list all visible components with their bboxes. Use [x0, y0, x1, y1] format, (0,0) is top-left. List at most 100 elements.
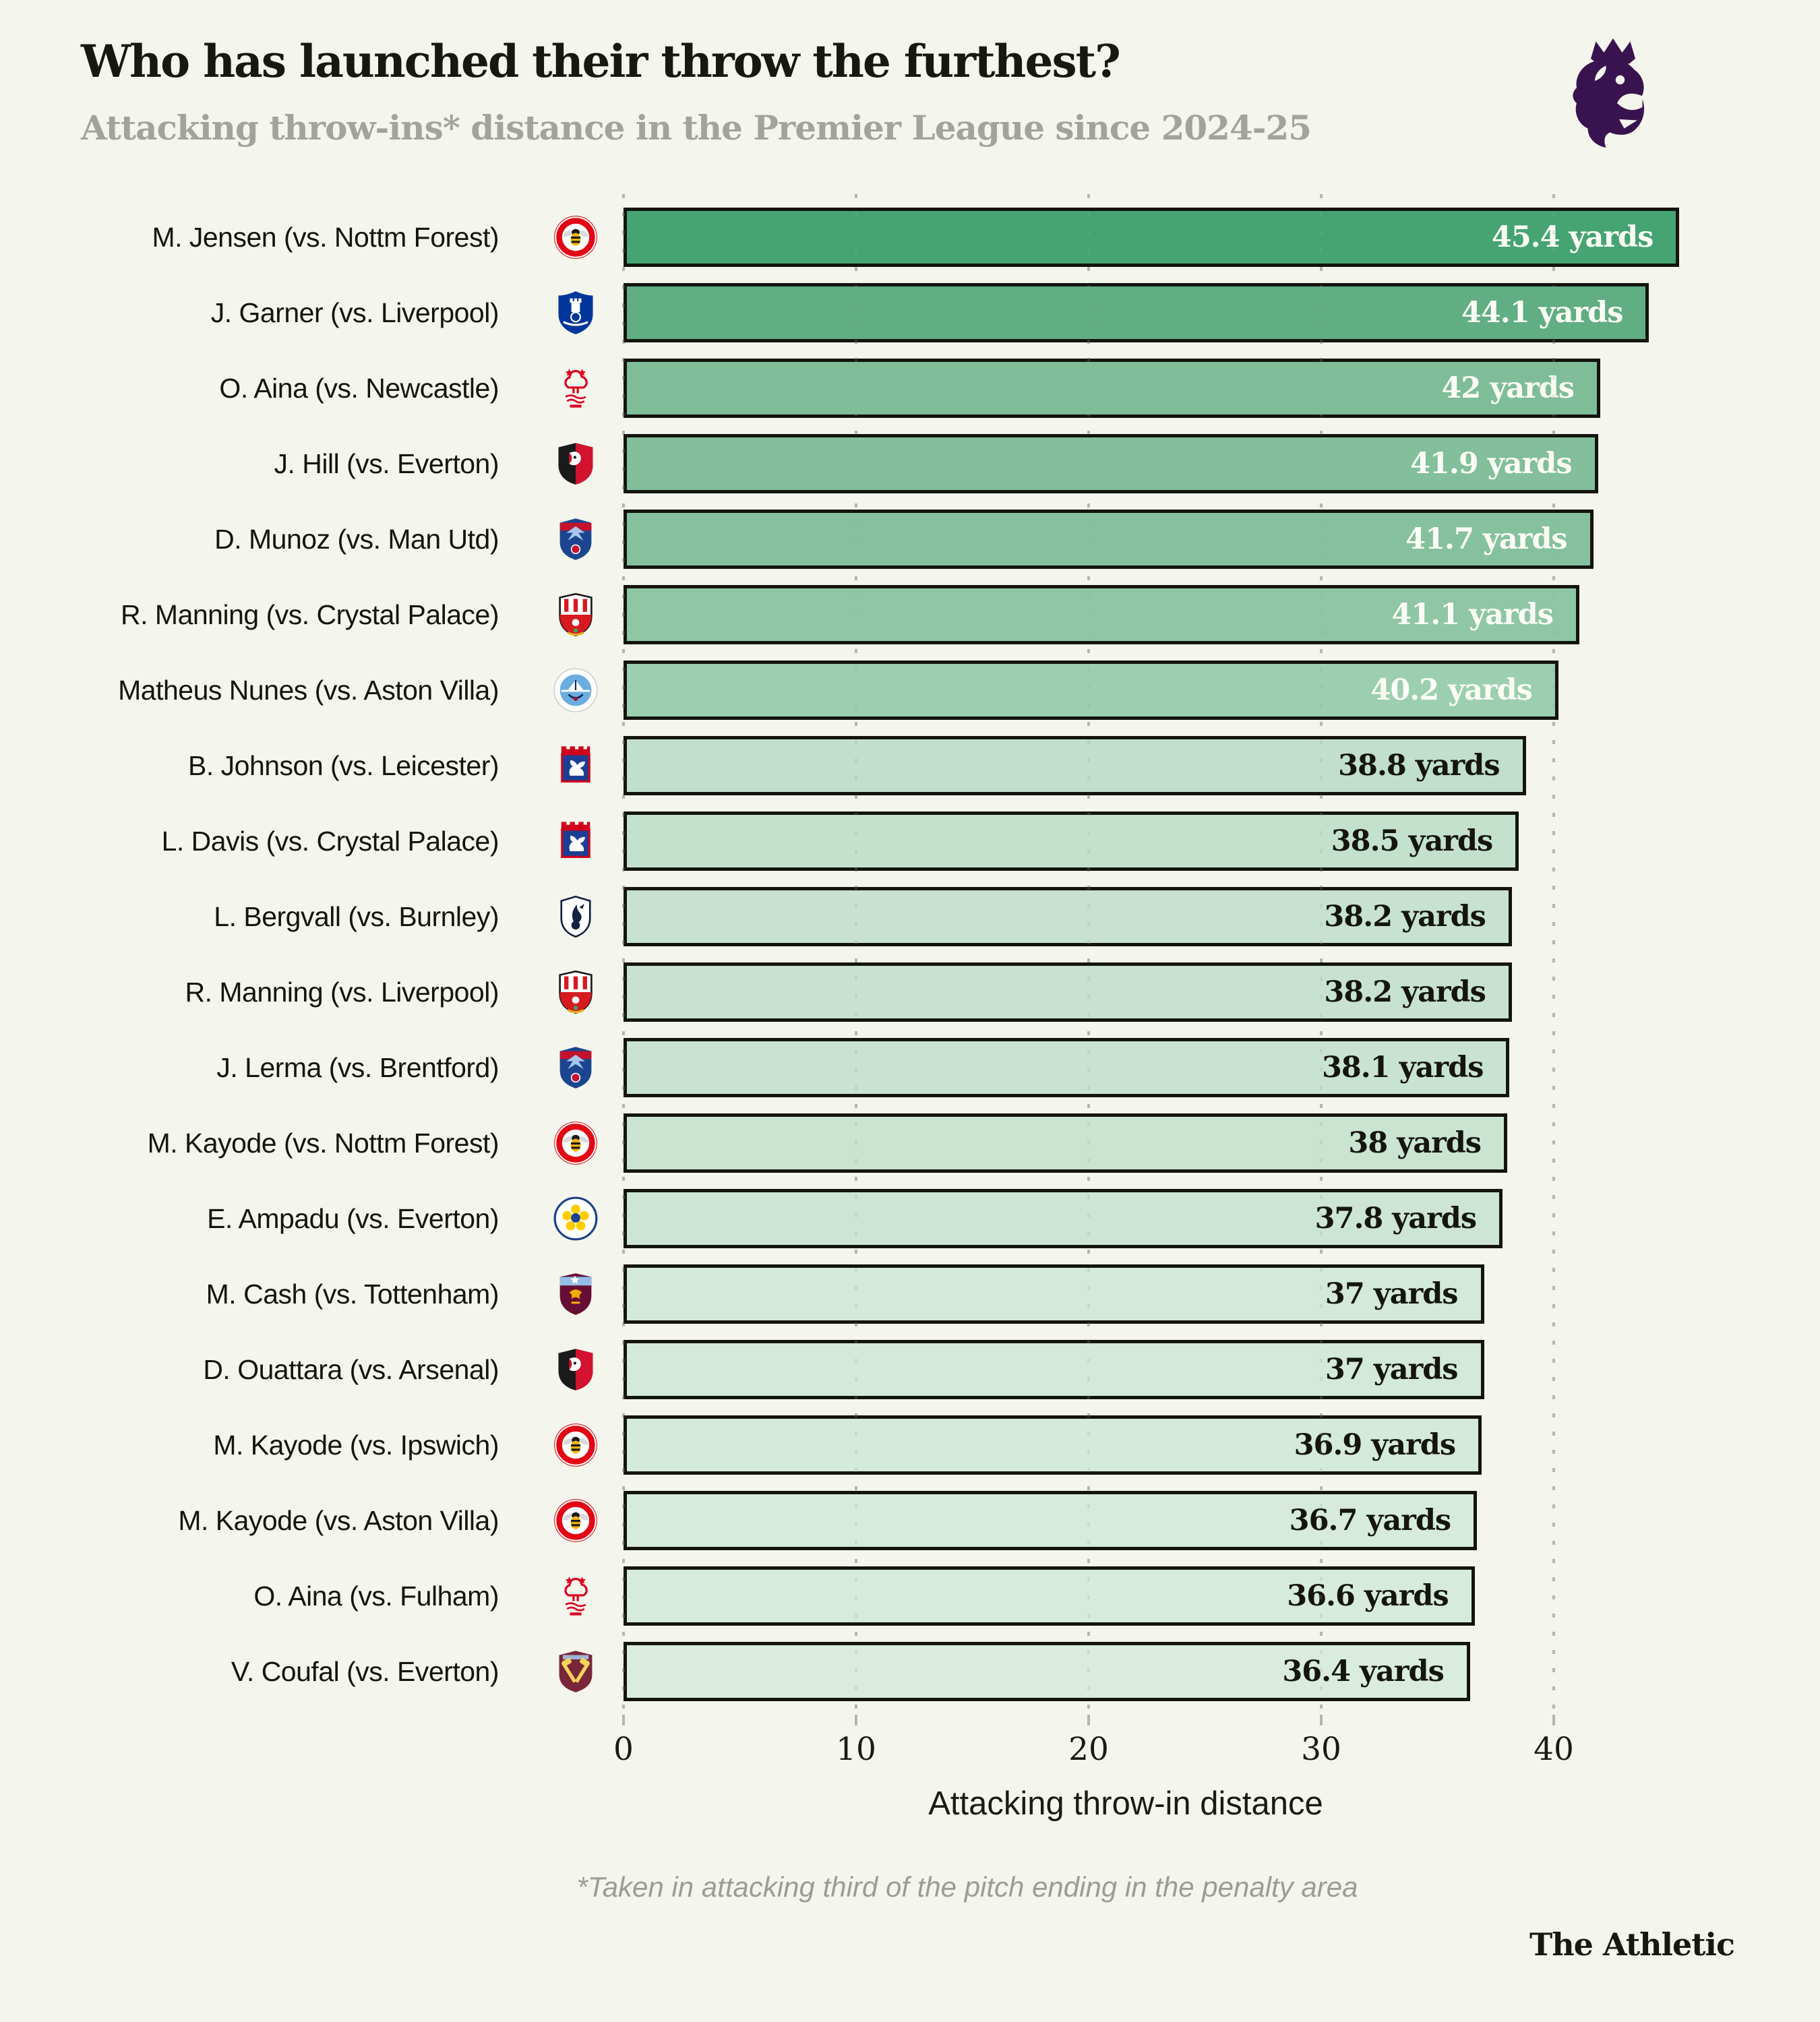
bar-value-label: 38 yards — [1348, 1126, 1482, 1160]
bar-track: 36.6 yards — [624, 1566, 1793, 1626]
bar-row: B. Johnson (vs. Leicester) 38.8 yards — [0, 728, 1820, 803]
bar-row: O. Aina (vs. Fulham) 36.6 yards — [0, 1558, 1820, 1634]
bar-value-label: 42 yards — [1441, 371, 1575, 405]
player-label: V. Coufal (vs. Everton) — [231, 1656, 499, 1687]
bar-track: 36.4 yards — [624, 1642, 1793, 1701]
bar-value-label: 36.6 yards — [1287, 1579, 1449, 1613]
bar: 36.4 yards — [624, 1642, 1470, 1701]
bar-value-label: 38.5 yards — [1331, 824, 1493, 858]
premier-league-lion-icon — [1563, 32, 1664, 157]
player-label: M. Jensen (vs. Nottm Forest) — [152, 222, 499, 253]
brentford-badge-icon — [538, 1407, 613, 1483]
bar-value-label: 45.4 yards — [1491, 220, 1654, 254]
player-label: D. Munoz (vs. Man Utd) — [214, 524, 499, 555]
bar-track: 37.8 yards — [624, 1189, 1793, 1248]
bar-chart-rows: M. Jensen (vs. Nottm Forest) 45.4 yards … — [0, 200, 1820, 1709]
crystal-palace-badge-icon — [538, 1030, 613, 1105]
bar: 37 yards — [624, 1264, 1484, 1324]
bar-track: 38.5 yards — [624, 811, 1793, 871]
ipswich-badge-icon — [538, 803, 613, 879]
bar-row: R. Manning (vs. Crystal Palace) 41.1 yar… — [0, 577, 1820, 652]
player-label: Matheus Nunes (vs. Aston Villa) — [118, 675, 499, 706]
man-city-badge-icon — [538, 652, 613, 728]
tick-mark-40 — [1552, 1715, 1555, 1725]
tick-mark-0 — [622, 1715, 625, 1725]
bar: 37.8 yards — [624, 1189, 1503, 1248]
bar-row: Matheus Nunes (vs. Aston Villa) 40.2 yar… — [0, 652, 1820, 728]
player-label: M. Kayode (vs. Ipswich) — [213, 1430, 499, 1461]
bar-value-label: 38.1 yards — [1321, 1051, 1484, 1084]
bar-value-label: 38.2 yards — [1324, 975, 1486, 1009]
bar: 38.5 yards — [624, 811, 1519, 871]
tick-label-10: 10 — [836, 1731, 876, 1768]
tick-label-0: 0 — [613, 1731, 634, 1768]
player-label: M. Kayode (vs. Aston Villa) — [178, 1505, 499, 1536]
player-label: M. Kayode (vs. Nottm Forest) — [147, 1128, 499, 1159]
bar-track: 38.8 yards — [624, 736, 1793, 795]
bar-track: 44.1 yards — [624, 283, 1793, 342]
bar-value-label: 40.2 yards — [1370, 673, 1532, 707]
bar-row: J. Garner (vs. Liverpool) 44.1 yards — [0, 275, 1820, 350]
player-label: R. Manning (vs. Liverpool) — [185, 977, 499, 1008]
brentford-badge-icon — [538, 200, 613, 275]
player-label: O. Aina (vs. Newcastle) — [219, 373, 499, 404]
bar: 38.8 yards — [624, 736, 1526, 795]
bar: 38 yards — [624, 1113, 1507, 1173]
bar-row: M. Cash (vs. Tottenham) 37 yards — [0, 1256, 1820, 1332]
bar-track: 38.2 yards — [624, 887, 1793, 946]
west-ham-badge-icon — [538, 1634, 613, 1709]
footnote: *Taken in attacking third of the pitch e… — [576, 1871, 1358, 1903]
bar-track: 45.4 yards — [624, 208, 1793, 267]
bar-value-label: 38.2 yards — [1324, 900, 1486, 933]
bar-value-label: 36.4 yards — [1282, 1655, 1444, 1688]
bar-row: E. Ampadu (vs. Everton) 37.8 yards — [0, 1181, 1820, 1256]
bar: 40.2 yards — [624, 661, 1558, 720]
bar-row: J. Hill (vs. Everton) 41.9 yards — [0, 426, 1820, 501]
bar-value-label: 44.1 yards — [1461, 296, 1623, 330]
tick-label-40: 40 — [1534, 1731, 1574, 1768]
bar-row: M. Kayode (vs. Nottm Forest) 38 yards — [0, 1105, 1820, 1181]
bar-track: 37 yards — [624, 1264, 1793, 1324]
bar: 41.1 yards — [624, 585, 1579, 644]
bar-value-label: 38.8 yards — [1338, 749, 1500, 783]
bar-track: 38.1 yards — [624, 1038, 1793, 1097]
bar: 37 yards — [624, 1340, 1484, 1399]
bar: 38.2 yards — [624, 962, 1512, 1022]
bar-row: M. Kayode (vs. Ipswich) 36.9 yards — [0, 1407, 1820, 1483]
nottm-forest-badge-icon — [538, 350, 613, 426]
tick-mark-20 — [1087, 1715, 1090, 1725]
bar-track: 40.2 yards — [624, 661, 1793, 720]
bar-track: 38.2 yards — [624, 962, 1793, 1022]
bar-row: L. Davis (vs. Crystal Palace) 38.5 yards — [0, 803, 1820, 879]
bar-row: R. Manning (vs. Liverpool) 38.2 yards — [0, 954, 1820, 1030]
bar-value-label: 36.9 yards — [1294, 1428, 1456, 1462]
bournemouth-badge-icon — [538, 426, 613, 501]
bar-value-label: 37 yards — [1325, 1277, 1459, 1311]
player-label: M. Cash (vs. Tottenham) — [206, 1279, 499, 1310]
bar-track: 41.7 yards — [624, 510, 1793, 569]
player-label: R. Manning (vs. Crystal Palace) — [121, 599, 499, 630]
player-label: B. Johnson (vs. Leicester) — [188, 750, 499, 781]
tick-mark-10 — [855, 1715, 857, 1725]
bar-row: J. Lerma (vs. Brentford) 38.1 yards — [0, 1030, 1820, 1105]
tick-label-20: 20 — [1068, 1731, 1109, 1768]
bar-row: O. Aina (vs. Newcastle) 42 yards — [0, 350, 1820, 426]
player-label: L. Davis (vs. Crystal Palace) — [161, 826, 499, 857]
player-label: J. Hill (vs. Everton) — [274, 448, 499, 479]
bar: 36.7 yards — [624, 1491, 1478, 1550]
bar: 38.1 yards — [624, 1038, 1510, 1097]
bar: 44.1 yards — [624, 283, 1649, 342]
bar-value-label: 41.1 yards — [1391, 598, 1553, 632]
bar: 45.4 yards — [624, 208, 1680, 267]
bar-value-label: 36.7 yards — [1289, 1504, 1451, 1537]
aston-villa-badge-icon — [538, 1256, 613, 1332]
southampton-badge-icon — [538, 577, 613, 652]
bar: 36.9 yards — [624, 1415, 1482, 1475]
bar: 38.2 yards — [624, 887, 1512, 946]
bar: 36.6 yards — [624, 1566, 1475, 1626]
bar-track: 41.1 yards — [624, 585, 1793, 644]
bournemouth-badge-icon — [538, 1332, 613, 1407]
southampton-badge-icon — [538, 954, 613, 1030]
bar-value-label: 41.9 yards — [1410, 447, 1572, 481]
everton-badge-icon — [538, 275, 613, 350]
